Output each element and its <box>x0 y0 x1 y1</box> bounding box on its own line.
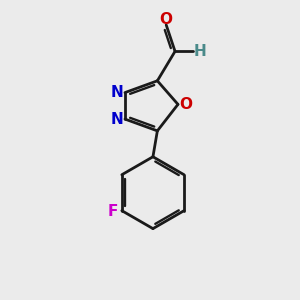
Text: N: N <box>110 112 123 127</box>
Text: N: N <box>110 85 123 100</box>
Text: O: O <box>180 97 193 112</box>
Text: F: F <box>107 204 118 219</box>
Text: O: O <box>159 12 172 27</box>
Text: H: H <box>194 44 206 59</box>
